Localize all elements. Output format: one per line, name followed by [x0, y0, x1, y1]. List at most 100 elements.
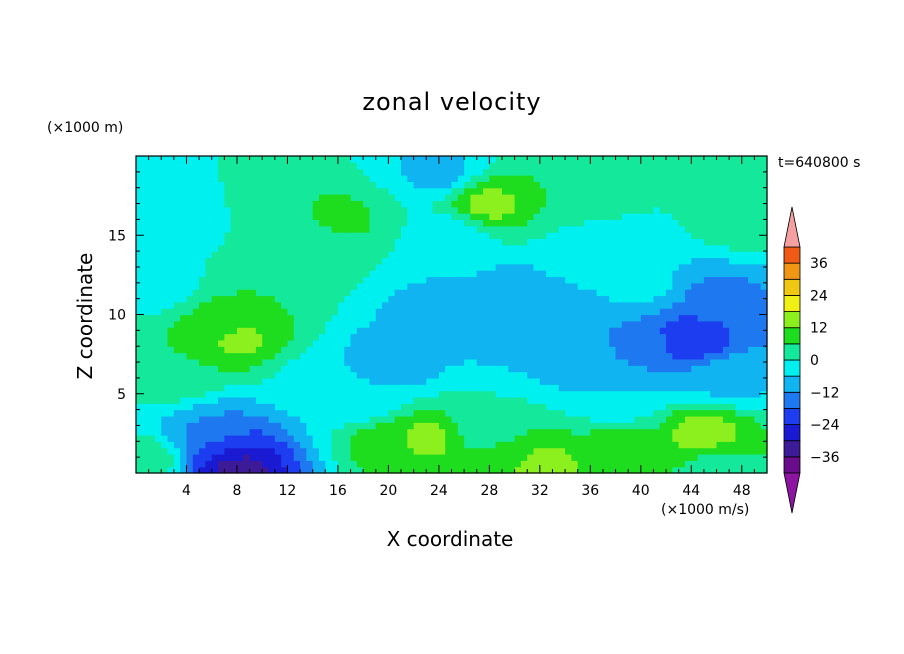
contour-cell [464, 219, 472, 227]
contour-cell [281, 263, 289, 271]
contour-cell [464, 327, 472, 335]
contour-cell [602, 396, 610, 404]
contour-cell [388, 358, 396, 366]
contour-cell [684, 206, 692, 214]
contour-cell [722, 200, 730, 208]
contour-cell [363, 447, 371, 455]
contour-cell [577, 447, 585, 455]
contour-cell [300, 371, 307, 379]
contour-cell [565, 415, 572, 423]
contour-cell [495, 384, 503, 392]
contour-cell [369, 396, 377, 404]
contour-cell [218, 466, 225, 474]
contour-cell [268, 301, 276, 309]
contour-cell [577, 200, 585, 208]
contour-cell [602, 156, 610, 163]
contour-cell [533, 358, 541, 366]
contour-cell [760, 441, 768, 449]
contour-cell [584, 219, 591, 227]
contour-cell [281, 308, 289, 316]
contour-cell [464, 308, 472, 316]
contour-cell [501, 168, 509, 176]
contour-cell [255, 257, 263, 265]
contour-cell [274, 238, 282, 246]
contour-cell [262, 219, 270, 227]
contour-cell [672, 441, 680, 449]
contour-cell [546, 213, 554, 220]
contour-cell [729, 403, 737, 411]
contour-cell [173, 447, 181, 455]
contour-cell [735, 213, 743, 220]
contour-cell [470, 181, 478, 189]
contour-cell [312, 447, 320, 455]
contour-cell [716, 257, 724, 265]
contour-cell [337, 396, 345, 404]
contour-cell [571, 453, 579, 461]
contour-cell [331, 314, 339, 322]
contour-cell [255, 333, 263, 341]
contour-cell [167, 396, 175, 404]
contour-cell [647, 339, 655, 347]
contour-cell [527, 225, 535, 233]
contour-cell [703, 434, 711, 442]
contour-cell [457, 377, 465, 385]
contour-cell [621, 301, 629, 309]
contour-cell [274, 352, 282, 360]
contour-cell [520, 320, 528, 328]
contour-cell [426, 352, 434, 360]
contour-cell [691, 365, 699, 373]
contour-cell [653, 422, 661, 430]
contour-cell [218, 232, 225, 240]
contour-cell [300, 346, 307, 354]
contour-cell [659, 377, 667, 385]
contour-cell [413, 213, 421, 220]
contour-cell [659, 441, 667, 449]
contour-cell [483, 156, 490, 163]
contour-cell [180, 301, 188, 309]
contour-cell [300, 308, 307, 316]
contour-cell [514, 194, 522, 201]
contour-cell [382, 422, 389, 430]
contour-cell [186, 447, 194, 455]
contour-cell [703, 175, 711, 182]
contour-cell [136, 282, 143, 290]
contour-cell [722, 390, 730, 398]
contour-cell [464, 447, 472, 455]
contour-cell [501, 466, 509, 474]
contour-cell [577, 384, 585, 392]
contour-cell [369, 346, 377, 354]
contour-cell [401, 339, 408, 347]
contour-cell [369, 219, 377, 227]
contour-cell [615, 327, 623, 335]
contour-cell [180, 384, 188, 392]
contour-cell [142, 194, 150, 201]
contour-cell [539, 289, 547, 297]
contour-cell [628, 428, 636, 436]
contour-cell [508, 320, 516, 328]
contour-cell [293, 358, 301, 366]
contour-cell [722, 447, 730, 455]
contour-cell [262, 282, 270, 290]
contour-cell [716, 320, 724, 328]
contour-cell [596, 282, 604, 290]
contour-cell [748, 453, 755, 461]
contour-cell [666, 206, 673, 214]
contour-cell [375, 219, 383, 227]
contour-cell [508, 181, 516, 189]
contour-cell [615, 314, 623, 322]
contour-cell [640, 327, 648, 335]
contour-cell [142, 358, 150, 366]
contour-cell [281, 289, 289, 297]
contour-cell [508, 339, 516, 347]
contour-cell [173, 200, 181, 208]
contour-cell [527, 187, 535, 195]
contour-cell [710, 314, 718, 322]
contour-cell [432, 213, 440, 220]
contour-cell [375, 301, 383, 309]
contour-cell [754, 257, 762, 265]
contour-cell [659, 358, 667, 366]
contour-cell [148, 409, 156, 417]
contour-cell [596, 441, 604, 449]
contour-cell [710, 390, 718, 398]
contour-cell [274, 282, 282, 290]
